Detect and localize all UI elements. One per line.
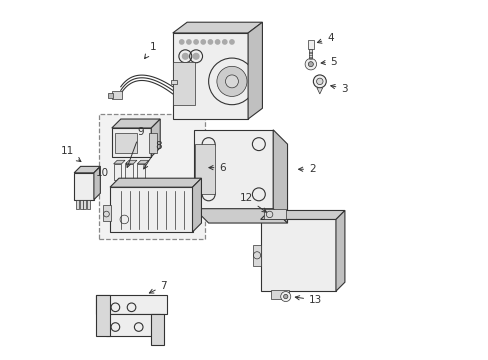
Polygon shape <box>260 211 344 220</box>
Bar <box>99 114 204 239</box>
Bar <box>87 200 90 209</box>
Bar <box>271 291 289 299</box>
Bar <box>96 295 110 336</box>
Text: 2: 2 <box>298 164 315 174</box>
Bar <box>195 144 214 194</box>
Text: 11: 11 <box>60 146 81 162</box>
Bar <box>252 244 261 266</box>
Bar <box>194 130 273 209</box>
Bar <box>125 164 133 180</box>
Circle shape <box>283 294 287 299</box>
Bar <box>307 40 313 49</box>
Circle shape <box>280 292 290 302</box>
Bar <box>115 134 137 153</box>
Bar <box>137 164 145 180</box>
Circle shape <box>225 75 238 88</box>
Polygon shape <box>110 178 201 187</box>
Circle shape <box>316 78 323 85</box>
Bar <box>172 33 247 119</box>
Polygon shape <box>94 166 100 200</box>
Polygon shape <box>137 160 148 164</box>
Circle shape <box>217 66 246 96</box>
Text: 9: 9 <box>126 127 143 167</box>
Bar <box>112 91 122 99</box>
Text: 12: 12 <box>239 193 266 212</box>
Text: 6: 6 <box>208 163 225 173</box>
Polygon shape <box>194 209 287 223</box>
Text: 4: 4 <box>317 33 333 43</box>
Circle shape <box>179 40 183 44</box>
Text: 5: 5 <box>321 57 337 67</box>
Polygon shape <box>74 166 100 173</box>
Bar <box>110 187 192 232</box>
Bar <box>96 295 167 315</box>
Text: 13: 13 <box>295 295 322 305</box>
Bar <box>171 80 176 84</box>
Bar <box>80 200 82 209</box>
Circle shape <box>186 40 191 44</box>
Circle shape <box>215 40 219 44</box>
Bar <box>173 62 195 105</box>
Polygon shape <box>247 22 262 119</box>
Bar <box>112 128 151 157</box>
Circle shape <box>208 58 255 105</box>
Text: 1: 1 <box>144 42 156 59</box>
Polygon shape <box>335 211 344 291</box>
Polygon shape <box>316 88 322 94</box>
Bar <box>102 205 110 221</box>
Bar <box>74 173 94 200</box>
Bar <box>83 200 86 209</box>
Polygon shape <box>125 160 137 164</box>
Circle shape <box>313 75 325 88</box>
Polygon shape <box>151 119 160 157</box>
Bar <box>264 210 285 220</box>
Circle shape <box>208 40 212 44</box>
Polygon shape <box>273 130 287 223</box>
Bar <box>149 134 157 153</box>
Bar <box>260 220 335 291</box>
Circle shape <box>222 40 226 44</box>
Polygon shape <box>172 22 262 33</box>
Bar <box>106 315 160 336</box>
Bar <box>151 315 163 345</box>
Circle shape <box>182 53 188 59</box>
Text: 7: 7 <box>149 281 167 293</box>
Circle shape <box>193 53 199 59</box>
Circle shape <box>229 40 234 44</box>
Bar <box>107 93 112 98</box>
Bar <box>309 49 312 60</box>
Text: 3: 3 <box>330 84 347 94</box>
Text: 8: 8 <box>143 141 162 169</box>
Bar <box>113 164 121 180</box>
Circle shape <box>201 40 205 44</box>
Polygon shape <box>192 178 201 232</box>
Circle shape <box>194 40 198 44</box>
Circle shape <box>305 58 316 70</box>
Polygon shape <box>112 119 160 128</box>
Circle shape <box>308 62 313 67</box>
Polygon shape <box>113 160 125 164</box>
Bar <box>76 200 79 209</box>
Text: 10: 10 <box>96 168 109 178</box>
